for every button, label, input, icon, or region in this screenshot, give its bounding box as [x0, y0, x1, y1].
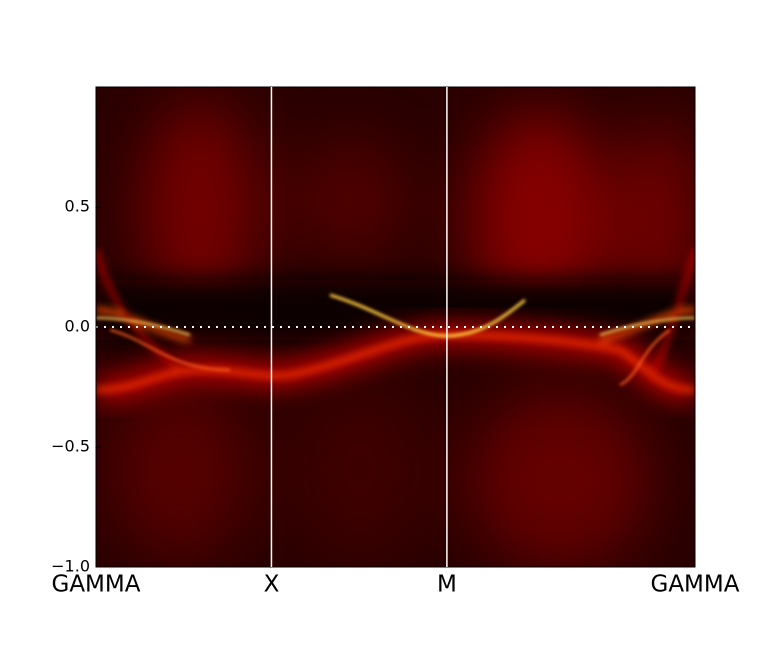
spectral-map: [96, 87, 695, 567]
y-tick-label: −0.5: [51, 437, 90, 456]
y-tick-label: 0.0: [65, 317, 90, 336]
x-tick-label: M: [437, 572, 457, 598]
x-tick-label: GAMMA: [651, 572, 740, 598]
y-tick-label: 0.5: [65, 197, 90, 216]
y-tick-label: −1.0: [51, 557, 90, 576]
x-tick-label: GAMMA: [52, 572, 141, 598]
x-tick-label: X: [264, 572, 280, 598]
